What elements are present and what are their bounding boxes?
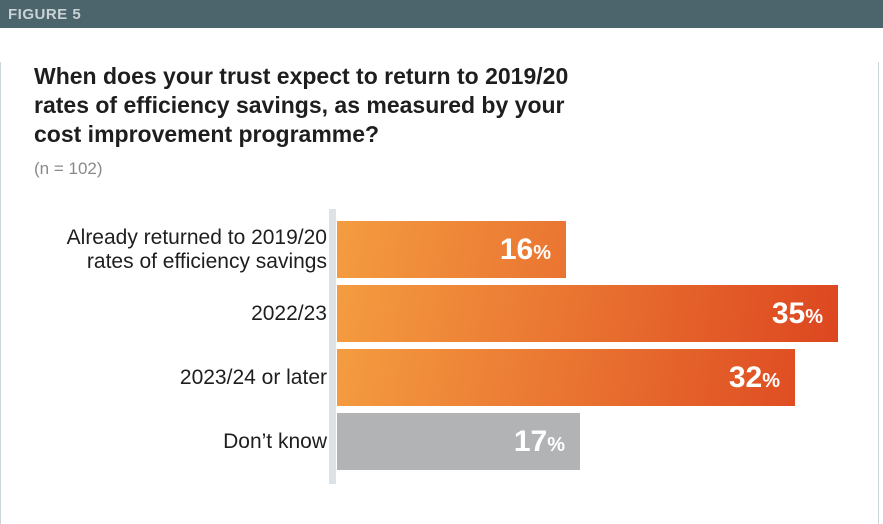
chart-title-line-1: When does your trust expect to return to…: [34, 63, 569, 89]
category-label-line: 2022/23: [251, 301, 327, 325]
value-percent-sign: %: [805, 305, 823, 328]
value-number: 35: [771, 296, 806, 330]
value-percent-sign: %: [533, 241, 551, 264]
category-label-line: 2023/24 or later: [179, 365, 327, 389]
chart-row: Don’t know 17%: [34, 413, 878, 470]
bar: 32%: [337, 349, 795, 406]
value-label: 17%: [514, 425, 565, 459]
chart-row: 2023/24 or later 32%: [34, 349, 878, 406]
category-label-line: Already returned to 2019/20: [66, 225, 327, 249]
bar: 35%: [337, 285, 838, 342]
chart-title-line-2: rates of efficiency savings, as measured…: [34, 92, 565, 118]
chart-rows: Already returned to 2019/20 rates of effi…: [34, 221, 878, 470]
category-label-line: Don’t know: [223, 429, 327, 453]
bar-chart: Already returned to 2019/20 rates of effi…: [34, 209, 878, 484]
figure-card: When does your trust expect to return to…: [0, 62, 879, 524]
axis-line: [329, 209, 336, 484]
value-label: 35%: [772, 297, 823, 331]
chart-title-line-3: cost improvement programme?: [34, 121, 380, 147]
chart-row: 2022/23 35%: [34, 285, 878, 342]
chart-title: When does your trust expect to return to…: [34, 62, 878, 149]
value-number: 16: [499, 232, 534, 266]
value-number: 17: [513, 424, 548, 458]
category-label: Don’t know: [34, 413, 327, 470]
category-label: 2022/23: [34, 285, 327, 342]
sample-size: (n = 102): [34, 159, 103, 178]
value-percent-sign: %: [762, 369, 780, 392]
bar: 17%: [337, 413, 580, 470]
value-label: 16%: [500, 233, 551, 267]
figure-header: FIGURE 5: [0, 0, 883, 28]
value-label: 32%: [729, 361, 780, 395]
value-percent-sign: %: [547, 433, 565, 456]
category-label: 2023/24 or later: [34, 349, 327, 406]
chart-row: Already returned to 2019/20 rates of effi…: [34, 221, 878, 278]
category-label-line: rates of efficiency savings: [86, 249, 327, 273]
value-number: 32: [728, 360, 763, 394]
bar: 16%: [337, 221, 566, 278]
category-label: Already returned to 2019/20 rates of effi…: [34, 221, 327, 278]
figure-label: FIGURE 5: [8, 5, 82, 23]
